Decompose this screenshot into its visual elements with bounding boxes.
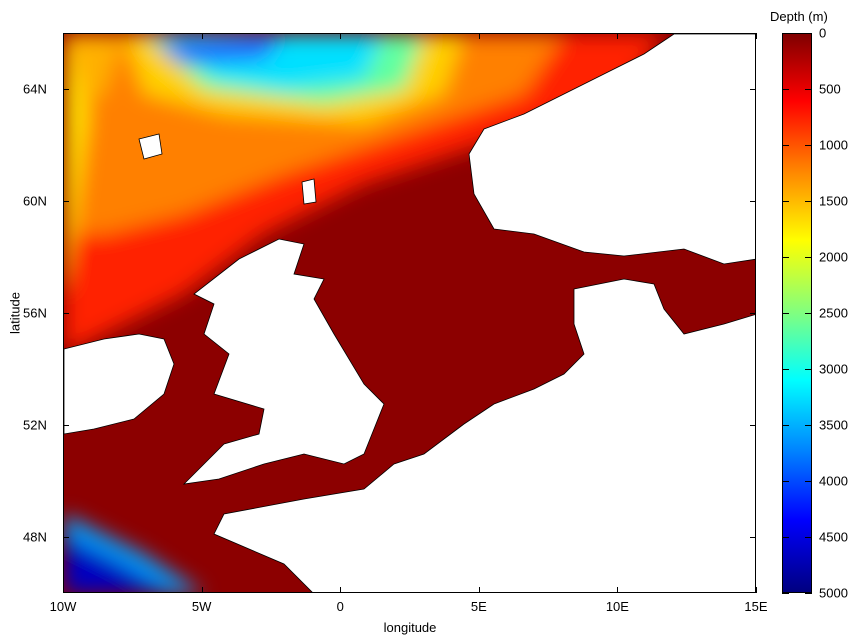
colorbar-tick-mark [782, 33, 789, 34]
colorbar-tick-mark [805, 201, 812, 202]
y-tick-mark [750, 425, 756, 426]
x-tick-label: 15E [744, 599, 768, 614]
faroe-islands [138, 133, 163, 160]
colorbar-tick-mark [805, 537, 812, 538]
colorbar-tick-mark [805, 369, 812, 370]
x-tick-mark [63, 587, 64, 593]
x-tick-label: 5E [470, 599, 487, 614]
colorbar-tick-mark [805, 89, 812, 90]
colorbar-tick-label: 1000 [819, 137, 848, 153]
x-tick-mark [756, 33, 757, 39]
y-tick-mark [750, 89, 756, 90]
colorbar-tick-label: 3500 [819, 417, 848, 433]
colorbar-tick-mark [782, 481, 789, 482]
colorbar-tick-mark [782, 537, 789, 538]
x-tick-label: 10W [49, 599, 77, 614]
y-axis-label: latitude [7, 292, 23, 334]
colorbar-title: Depth (m) [770, 9, 828, 24]
x-tick-label: 5W [191, 599, 212, 614]
y-tick-label: 60N [23, 193, 47, 209]
y-tick-label: 48N [23, 529, 47, 545]
colorbar-tick-mark [805, 481, 812, 482]
colorbar-tick-label: 1500 [819, 193, 848, 209]
x-tick-mark [63, 33, 64, 39]
y-tick-mark [63, 425, 69, 426]
colorbar-tick-label: 500 [819, 81, 841, 97]
x-tick-mark [617, 33, 619, 39]
colorbar-tick-label: 2500 [819, 305, 848, 321]
colorbar-tick-mark [805, 313, 812, 314]
x-tick-mark [617, 587, 619, 593]
bathymetry-map [64, 34, 755, 592]
x-tick-mark [201, 33, 203, 39]
great-britain [182, 238, 385, 485]
colorbar-tick-label: 4500 [819, 529, 848, 545]
colorbar-tick-label: 4000 [819, 473, 848, 489]
shetland-islands [301, 178, 317, 205]
colorbar-tick-label: 5000 [819, 585, 848, 601]
y-tick-label: 52N [23, 417, 47, 433]
deep-water-shading [64, 34, 664, 592]
x-tick-mark [340, 587, 342, 593]
colorbar-tick-mark [805, 257, 812, 258]
colorbar-tick-mark [782, 145, 789, 146]
x-tick-label: 0 [336, 599, 344, 614]
x-tick-mark [478, 33, 480, 39]
map-panel [63, 33, 756, 593]
colorbar-tick-mark [782, 593, 789, 594]
x-tick-mark [756, 587, 757, 593]
norway-landmass [468, 34, 755, 265]
land-masses [64, 34, 755, 592]
continental-europe [213, 278, 755, 592]
colorbar-tick-label: 0 [819, 25, 827, 41]
colorbar-tick-label: 3000 [819, 361, 848, 377]
colorbar-tick-mark [782, 89, 789, 90]
x-axis-label: longitude [383, 620, 437, 635]
y-tick-label: 64N [23, 81, 47, 97]
colorbar-tick-mark [782, 257, 789, 258]
colorbar-tick-mark [805, 33, 812, 34]
colorbar-tick-mark [782, 425, 789, 426]
ireland [64, 333, 175, 435]
y-tick-mark [750, 313, 756, 314]
y-tick-mark [750, 201, 756, 202]
x-tick-label: 10E [605, 599, 629, 614]
colorbar-tick-mark [782, 201, 789, 202]
colorbar-tick-mark [782, 369, 789, 370]
colorbar-tick-mark [782, 313, 789, 314]
x-tick-mark [478, 587, 480, 593]
y-tick-mark [63, 313, 69, 314]
y-tick-mark [63, 201, 69, 202]
colorbar-tick-mark [805, 593, 812, 594]
y-tick-label: 56N [23, 305, 47, 321]
colorbar-tick-mark [805, 425, 812, 426]
colorbar-tick-mark [805, 145, 812, 146]
x-tick-mark [201, 587, 203, 593]
colorbar-tick-label: 2000 [819, 249, 848, 265]
y-tick-mark [750, 537, 756, 538]
x-tick-mark [340, 33, 342, 39]
y-tick-mark [63, 537, 69, 538]
y-tick-mark [63, 89, 69, 90]
